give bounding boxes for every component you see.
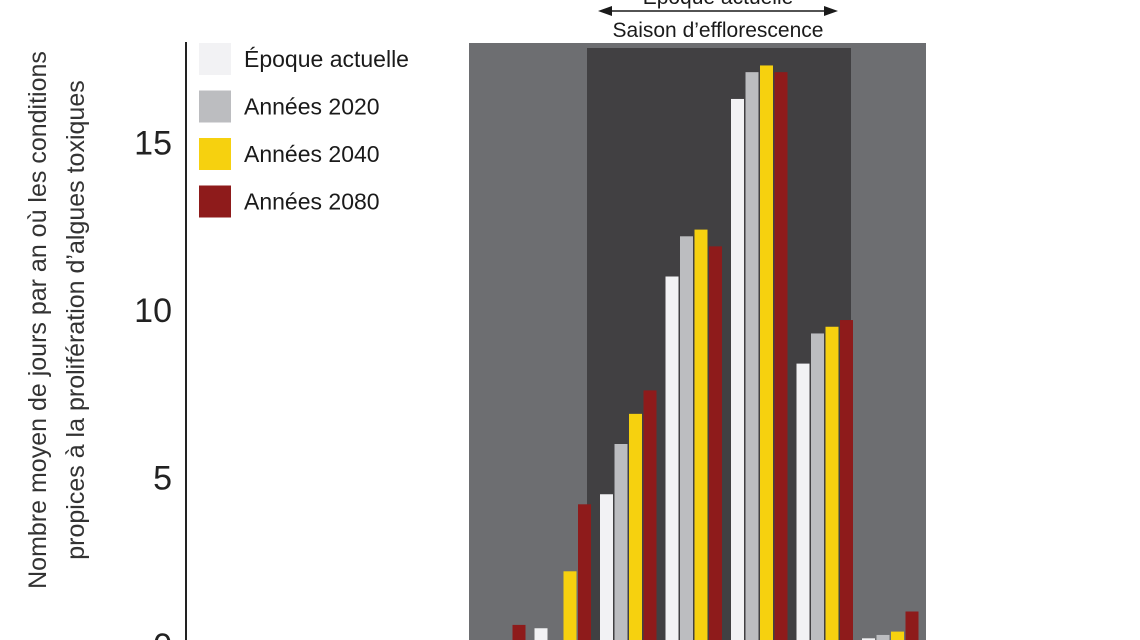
bar [876,634,890,640]
bar [512,624,526,640]
bar [665,276,679,640]
arrow-left-icon [598,6,612,16]
y-tick-label: 5 [153,460,172,498]
bar [905,611,919,640]
legend: Époque actuelle Années 2020 Années 2040 Ann… [199,43,409,218]
arrow-right-icon [824,6,838,16]
legend-swatch [199,90,231,123]
bar [680,236,693,640]
bar [643,390,657,640]
bar [796,363,810,640]
y-axis-title-line2: propices à la prolifération d’algues tox… [62,80,90,559]
y-axis-title: Nombre moyen de jours par an où les cond… [24,51,90,589]
legend-label: Années 2080 [244,189,380,215]
bar [891,631,904,640]
legend-swatch [199,185,231,218]
bar [760,65,773,640]
bar [578,504,591,640]
y-tick-label: 0 [153,627,172,640]
y-tick-label: 10 [134,292,172,330]
current-season-label: Époque actuelle [643,0,794,9]
legend-label: Époque actuelle [244,46,409,72]
bar [534,628,548,640]
y-tick-labels: 0 5 10 15 [134,125,172,640]
y-axis-title-line1: Nombre moyen de jours par an où les cond… [24,51,52,589]
bloom-season-label: Saison d’efflorescence [613,19,824,42]
bar [731,98,744,640]
bar [825,326,839,640]
legend-swatch [199,138,231,170]
y-tick-label: 15 [134,125,172,163]
bar [614,444,628,640]
bar [629,413,642,640]
season-annotation: Époque actuelle Saison d’efflorescence [598,0,838,42]
bar [694,229,708,640]
bar [709,246,722,640]
legend-swatch [199,43,231,75]
legend-label: Années 2020 [244,94,380,120]
bar [811,333,824,640]
bar [774,72,788,640]
bar [745,72,759,640]
bar [600,494,613,640]
bar [840,320,853,640]
bar [862,638,875,640]
legend-label: Années 2040 [244,141,380,167]
bars [512,65,919,640]
bar [563,571,577,640]
